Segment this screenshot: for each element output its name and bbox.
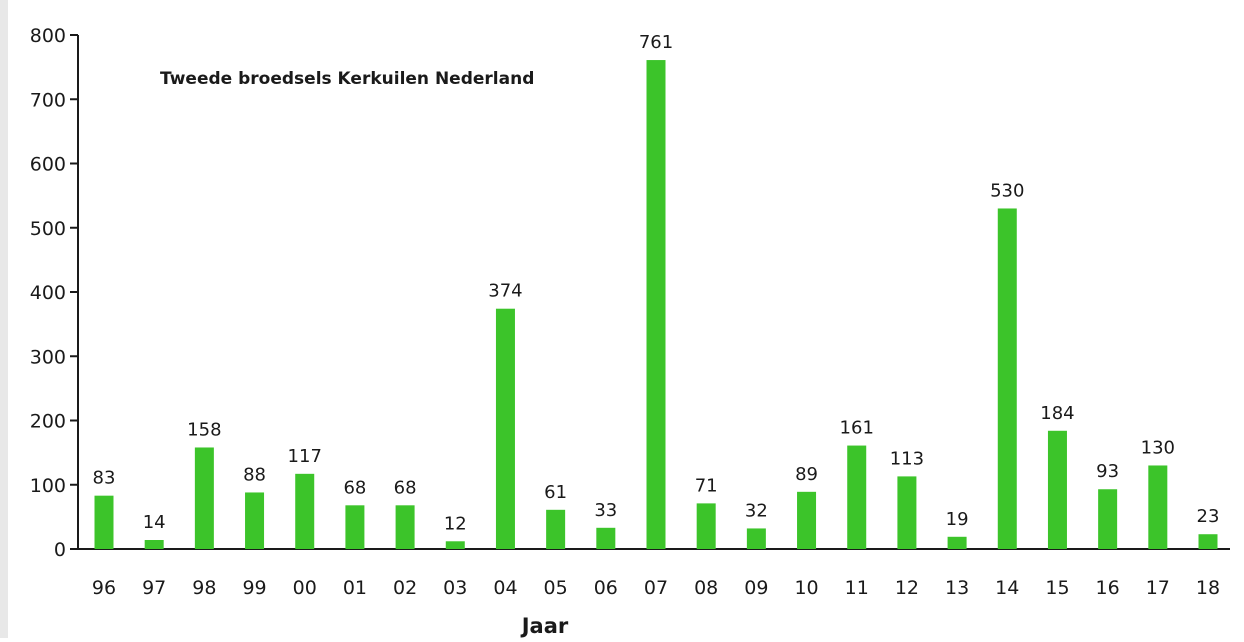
y-tick-label: 200 [30, 411, 66, 433]
bar-value-label: 530 [990, 180, 1024, 201]
x-tick-label: 04 [493, 577, 517, 599]
x-tick-label: 99 [242, 577, 266, 599]
bar [495, 308, 515, 549]
x-tick-label: 13 [945, 577, 969, 599]
bar-value-label: 374 [488, 281, 522, 302]
bar [546, 509, 566, 549]
x-tick-label: 01 [343, 577, 367, 599]
x-tick-label: 11 [845, 577, 869, 599]
y-tick-label: 300 [30, 346, 66, 368]
bar [395, 505, 415, 549]
y-tick-label: 500 [30, 218, 66, 240]
bar-value-label: 71 [695, 475, 718, 496]
axes: 0 100 200 300 400 500 600 700 800 96 97 98 99 00 01 02 0… [30, 25, 1230, 599]
bar-value-label: 117 [288, 446, 322, 467]
bar [144, 540, 164, 549]
x-tick-label: 08 [694, 577, 718, 599]
bar [897, 476, 917, 549]
x-axis-title: Jaar [520, 614, 569, 638]
y-tick-label: 400 [30, 282, 66, 304]
y-tick-label: 0 [54, 539, 66, 561]
bar [1047, 430, 1067, 549]
bar [245, 492, 265, 549]
x-tick-label: 09 [744, 577, 768, 599]
x-tick-label: 97 [142, 577, 166, 599]
x-tick-label: 10 [794, 577, 818, 599]
bar-value-label: 130 [1141, 437, 1175, 458]
bar-value-label: 88 [243, 464, 266, 485]
bar [696, 503, 716, 549]
bar-value-label: 184 [1040, 403, 1074, 424]
bar [997, 208, 1017, 549]
bar [445, 541, 465, 549]
bar-value-label: 33 [594, 500, 617, 521]
x-tick-label: 06 [594, 577, 618, 599]
bar [1148, 465, 1168, 549]
chart-title: Tweede broedsels Kerkuilen Nederland [160, 69, 534, 89]
bar [797, 491, 817, 549]
x-tick-label: 00 [293, 577, 317, 599]
x-tick-label: 12 [895, 577, 919, 599]
bar-value-label: 161 [840, 418, 874, 439]
y-tick-label: 800 [30, 25, 66, 47]
x-tick-label: 03 [443, 577, 467, 599]
x-tick-label: 15 [1045, 577, 1069, 599]
bar-value-label: 12 [444, 513, 467, 534]
bar-value-label: 113 [890, 448, 924, 469]
x-tick-label: 17 [1146, 577, 1170, 599]
bar [596, 527, 616, 549]
bar-value-label: 68 [343, 477, 366, 498]
bar [94, 495, 114, 549]
x-tick-label: 02 [393, 577, 417, 599]
x-tick-label: 96 [92, 577, 116, 599]
bar [646, 60, 666, 550]
left-border [0, 0, 8, 638]
bar [847, 445, 867, 549]
y-tick-label: 600 [30, 154, 66, 176]
bar-value-label: 93 [1096, 461, 1119, 482]
data-labels: 83 14 158 88 117 68 68 12 374 61 33 761 71 32 89 161 113… [93, 32, 1220, 534]
bar [746, 528, 766, 549]
bar-value-label: 89 [795, 464, 818, 485]
bar-value-label: 68 [394, 477, 417, 498]
y-tick-label: 100 [30, 475, 66, 497]
bar-value-label: 158 [187, 419, 221, 440]
bars [94, 60, 1218, 550]
bar [947, 536, 967, 549]
bar-value-label: 32 [745, 500, 768, 521]
x-tick-label: 16 [1096, 577, 1120, 599]
x-tick-label: 18 [1196, 577, 1220, 599]
bar-value-label: 761 [639, 32, 673, 53]
bar [1198, 534, 1218, 549]
y-tick-label: 700 [30, 89, 66, 111]
bar [194, 447, 214, 549]
bar-value-label: 14 [143, 512, 166, 533]
bar-value-label: 61 [544, 482, 567, 503]
bar-value-label: 19 [946, 509, 969, 530]
x-tick-label: 14 [995, 577, 1019, 599]
bar-value-label: 83 [93, 468, 116, 489]
bar [295, 473, 315, 549]
bar [345, 505, 365, 549]
x-tick-label: 07 [644, 577, 668, 599]
bar-value-label: 23 [1197, 506, 1220, 527]
bar [1098, 489, 1118, 549]
x-tick-label: 98 [192, 577, 216, 599]
x-tick-label: 05 [544, 577, 568, 599]
